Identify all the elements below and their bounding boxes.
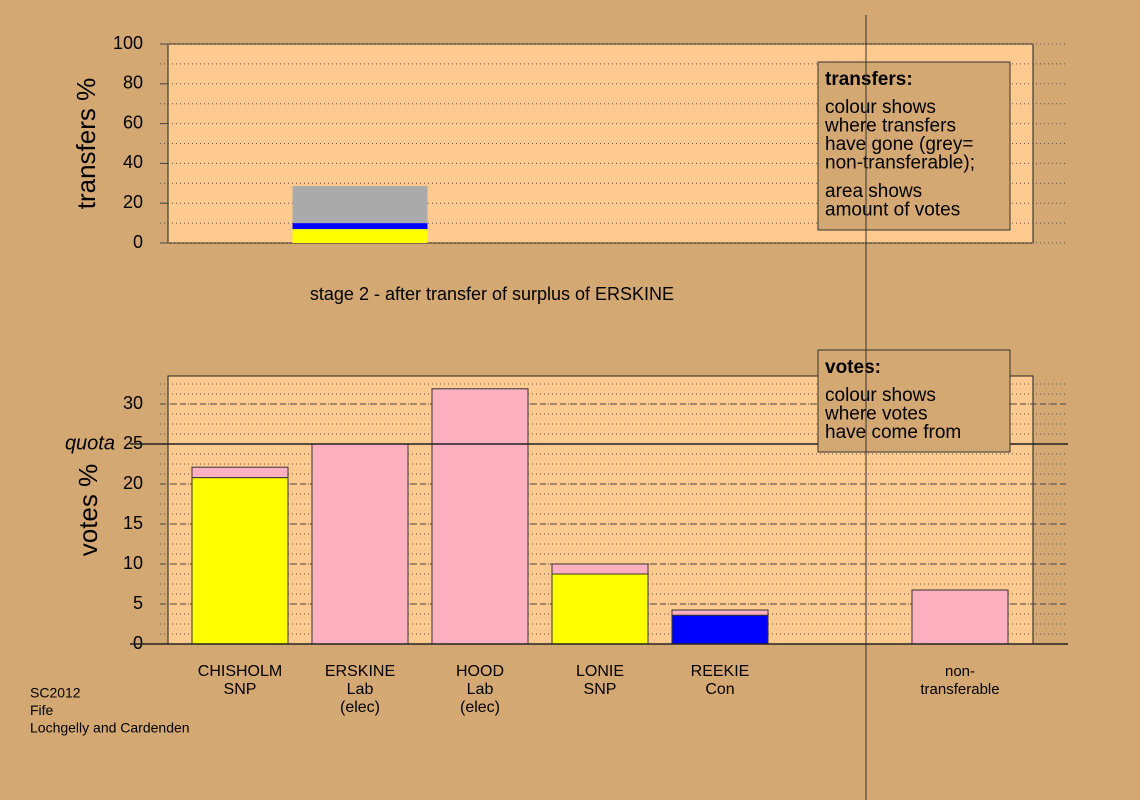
note-text: amount of votes — [825, 200, 960, 221]
note-box — [817, 349, 1011, 453]
x-tick-label: non- — [945, 663, 975, 680]
y-tick-label: 100 — [113, 33, 143, 53]
y-tick-label: 20 — [123, 473, 143, 493]
bar-segment — [431, 388, 529, 645]
bar-segment — [191, 466, 289, 479]
x-tick-label: REEKIE — [691, 663, 750, 680]
y-tick-label: 15 — [123, 513, 143, 533]
x-tick-label: Lab — [467, 681, 494, 698]
x-tick-label: (elec) — [460, 699, 500, 716]
bar-segment — [191, 477, 289, 645]
bar-segment — [911, 589, 1009, 645]
x-tick-label: LONIE — [576, 663, 624, 680]
y-tick-label: 10 — [123, 553, 143, 573]
bar-segment — [292, 229, 428, 243]
note-text: have gone (grey= — [825, 134, 973, 155]
bar-segment — [292, 186, 428, 224]
footer-text: Fife — [30, 702, 54, 718]
note-text: where votes — [824, 404, 927, 425]
footer-text: Lochgelly and Cardenden — [30, 720, 190, 736]
x-tick-label: SNP — [224, 681, 257, 698]
x-tick-label: CHISHOLM — [198, 663, 282, 680]
caption: stage 2 - after transfer of surplus of E… — [310, 284, 674, 304]
y-tick-label: 40 — [123, 152, 143, 172]
note-text: colour shows — [825, 97, 936, 118]
note-text: have come from — [825, 422, 961, 443]
note-text: where transfers — [824, 116, 956, 137]
y-tick-label: 30 — [123, 393, 143, 413]
x-tick-label: transferable — [920, 681, 999, 698]
note-text: non-transferable); — [825, 153, 975, 174]
x-tick-label: SNP — [584, 681, 617, 698]
y-axis-label: transfers % — [71, 78, 101, 210]
y-tick-label: 60 — [123, 112, 143, 132]
y-tick-label: 80 — [123, 73, 143, 93]
note-text: colour shows — [825, 385, 936, 406]
x-tick-label: (elec) — [340, 699, 380, 716]
y-tick-label: 25 — [123, 433, 143, 453]
y-tick-label: 5 — [133, 593, 143, 613]
bar-segment — [311, 443, 409, 645]
bar-segment — [551, 563, 649, 575]
x-tick-label: Lab — [347, 681, 374, 698]
x-tick-label: HOOD — [456, 663, 504, 680]
note-text: area shows — [825, 181, 922, 202]
bar-segment — [551, 573, 649, 645]
note-title: transfers: — [825, 69, 913, 90]
x-tick-label: ERSKINE — [325, 663, 395, 680]
bar-segment — [671, 609, 769, 616]
y-tick-label: 20 — [123, 192, 143, 212]
y-axis-label: votes % — [73, 464, 103, 557]
y-tick-label: 0 — [133, 232, 143, 252]
x-tick-label: Con — [705, 681, 734, 698]
bar-segment — [292, 223, 428, 230]
quota-label: quota — [65, 432, 115, 454]
y-tick-label: 0 — [133, 633, 143, 653]
note-box — [817, 61, 1011, 231]
note-title: votes: — [825, 357, 881, 378]
bar-segment — [671, 614, 769, 645]
footer-text: SC2012 — [30, 685, 81, 701]
